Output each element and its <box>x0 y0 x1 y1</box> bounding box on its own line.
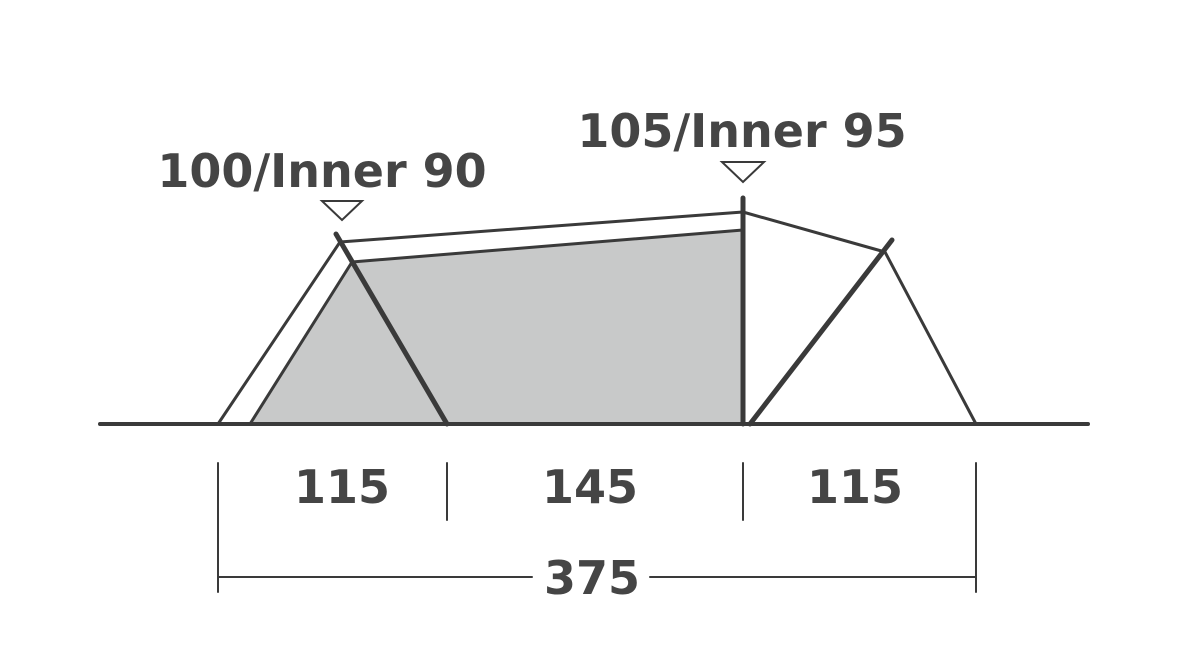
height-marker-left-icon <box>319 200 365 222</box>
center-height-label: 105/Inner 95 <box>577 104 906 158</box>
total-length-label: 375 <box>544 551 640 605</box>
height-marker-center-icon <box>719 161 767 184</box>
segment-label-3: 115 <box>807 460 903 514</box>
left-pole <box>333 231 450 427</box>
inner-tent-area <box>250 230 743 424</box>
segment-label-2: 145 <box>542 460 638 514</box>
inner-tent-left <box>248 260 354 426</box>
segment-label-1: 115 <box>294 460 390 514</box>
right-pole <box>747 237 895 427</box>
outer-fly-right <box>883 250 978 426</box>
outer-fly-left <box>216 240 342 426</box>
outer-fly-ridge <box>338 210 745 244</box>
left-height-label: 100/Inner 90 <box>157 144 486 198</box>
outer-fly-right-top <box>741 210 887 254</box>
inner-tent-ridge <box>350 228 745 264</box>
